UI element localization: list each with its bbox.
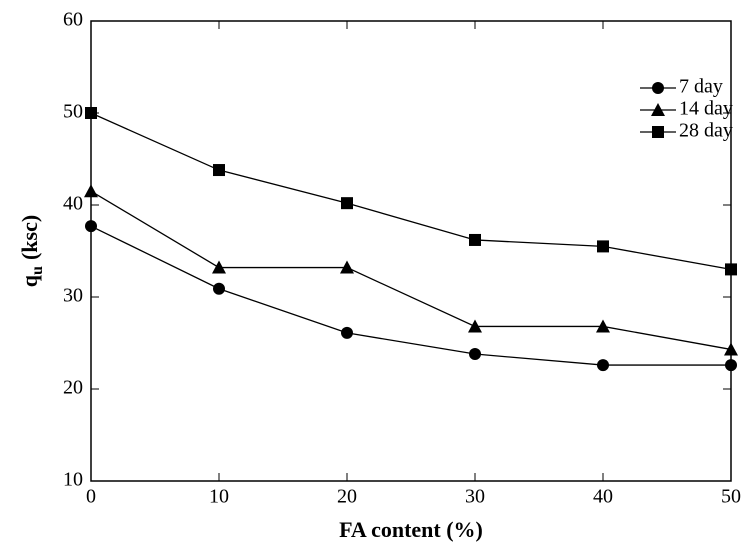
marker: [597, 240, 609, 253]
marker: [652, 82, 664, 94]
marker: [469, 348, 481, 361]
marker: [725, 263, 737, 276]
y-tick-label: 10: [63, 469, 83, 491]
series-line: [90, 112, 732, 271]
marker: [724, 342, 738, 356]
legend-label: 7 day: [679, 76, 723, 98]
x-tick-label: 0: [86, 486, 96, 508]
marker: [84, 184, 98, 198]
y-tick-label: 60: [63, 9, 83, 31]
x-tick-label: 50: [721, 486, 741, 508]
legend-label: 14 day: [679, 98, 733, 120]
marker: [725, 359, 737, 372]
marker: [596, 319, 610, 333]
series-line: [90, 225, 731, 366]
marker: [597, 359, 609, 372]
marker: [341, 326, 353, 339]
x-tick-label: 10: [209, 486, 229, 508]
series-line: [90, 190, 732, 351]
y-label-main: q: [17, 274, 42, 287]
marker: [85, 107, 97, 119]
x-tick-label: 30: [465, 486, 485, 508]
marker: [213, 282, 225, 295]
legend-label: 28 day: [679, 120, 733, 142]
plot-frame: [90, 20, 732, 482]
marker: [652, 126, 664, 138]
marker: [85, 220, 97, 233]
marker: [341, 197, 353, 210]
marker: [340, 260, 354, 274]
marker: [213, 164, 225, 177]
marker: [468, 319, 482, 333]
marker: [651, 103, 665, 116]
y-label-unit: (ksc): [17, 215, 42, 260]
y-axis-label: qu (ksc): [17, 215, 46, 287]
y-tick-label: 30: [63, 285, 83, 307]
marker: [212, 260, 226, 274]
y-tick-label: 20: [63, 377, 83, 399]
x-axis-label: FA content (%): [339, 517, 483, 542]
x-tick-label: 20: [337, 486, 357, 508]
x-tick-label: 40: [593, 486, 613, 508]
marker: [469, 233, 481, 246]
y-tick-label: 50: [63, 101, 83, 123]
y-label-sub: u: [29, 266, 46, 275]
y-tick-label: 40: [63, 193, 83, 215]
